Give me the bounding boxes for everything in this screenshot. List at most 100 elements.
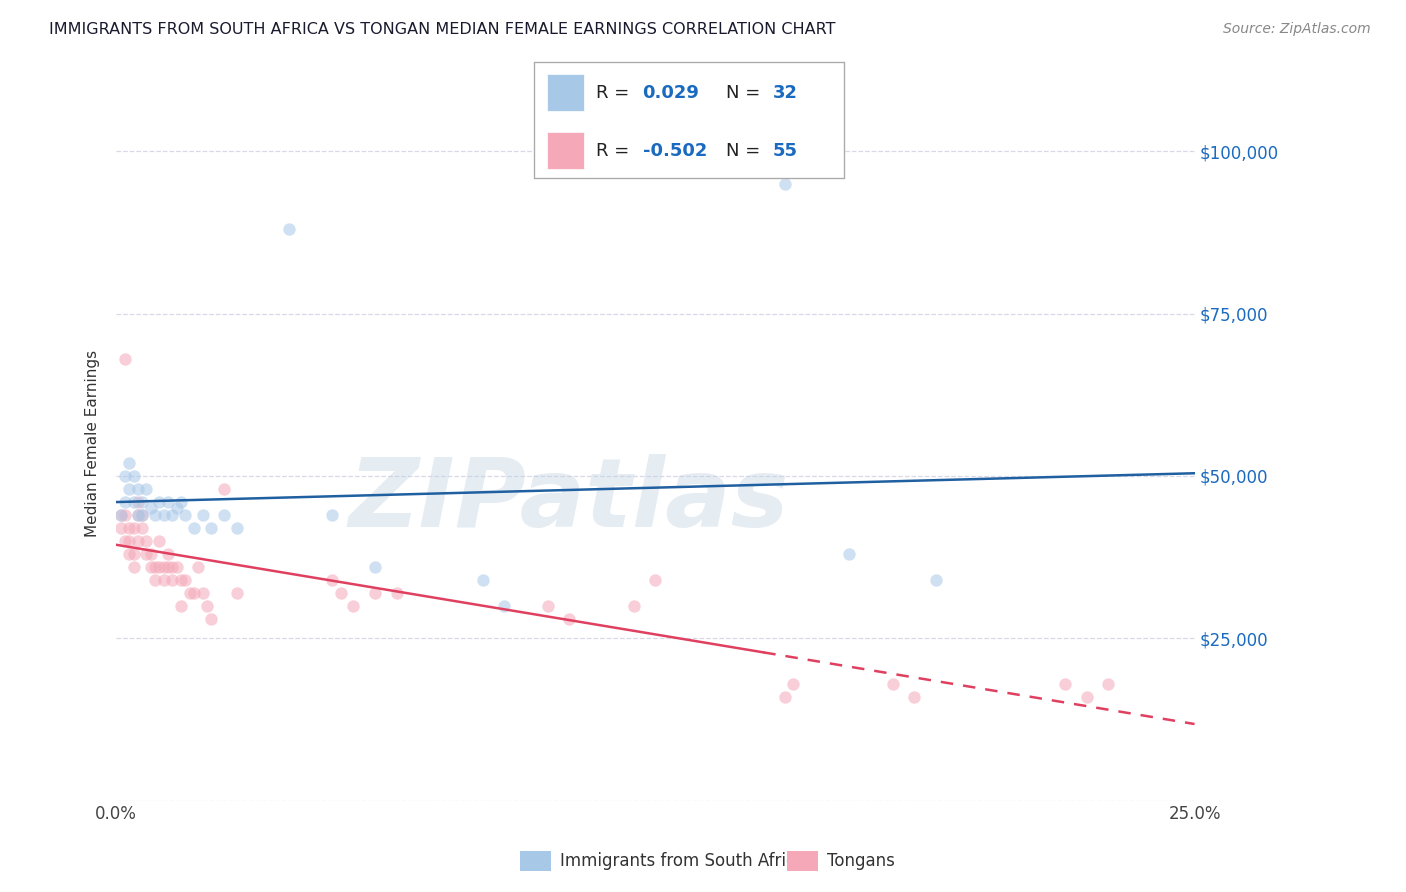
Point	[118, 521, 141, 535]
Point	[925, 573, 948, 587]
Point	[139, 501, 162, 516]
Point	[1076, 690, 1098, 704]
Point	[118, 456, 141, 470]
Point	[152, 573, 174, 587]
Point	[179, 586, 201, 600]
Point	[321, 573, 343, 587]
Bar	[547, 132, 583, 169]
Point	[166, 559, 188, 574]
Text: N =: N =	[725, 84, 761, 102]
Point	[114, 495, 136, 509]
Point	[127, 533, 149, 548]
Point	[110, 521, 132, 535]
Point	[135, 482, 157, 496]
Point	[118, 482, 141, 496]
Text: 32: 32	[772, 84, 797, 102]
Text: R =: R =	[596, 84, 630, 102]
Text: R =: R =	[596, 142, 630, 160]
Point	[200, 521, 222, 535]
Point	[127, 508, 149, 522]
Point	[139, 547, 162, 561]
Point	[143, 573, 166, 587]
Point	[131, 508, 153, 522]
Point	[122, 547, 145, 561]
Point	[122, 469, 145, 483]
Point	[773, 177, 796, 191]
Point	[135, 533, 157, 548]
Text: 55: 55	[772, 142, 797, 160]
Point	[174, 573, 197, 587]
Text: 0.029: 0.029	[643, 84, 699, 102]
Point	[536, 599, 558, 613]
Point	[364, 559, 387, 574]
Point	[157, 495, 180, 509]
Point	[342, 599, 364, 613]
Point	[110, 508, 132, 522]
Point	[152, 559, 174, 574]
Point	[162, 559, 184, 574]
Point	[162, 573, 184, 587]
Text: Immigrants from South Africa: Immigrants from South Africa	[560, 852, 804, 870]
Point	[1054, 677, 1077, 691]
Point	[162, 508, 184, 522]
Point	[166, 501, 188, 516]
Point	[114, 508, 136, 522]
Point	[157, 547, 180, 561]
Text: IMMIGRANTS FROM SOUTH AFRICA VS TONGAN MEDIAN FEMALE EARNINGS CORRELATION CHART: IMMIGRANTS FROM SOUTH AFRICA VS TONGAN M…	[49, 22, 835, 37]
Point	[183, 586, 205, 600]
Point	[226, 586, 249, 600]
Point	[212, 508, 235, 522]
Text: N =: N =	[725, 142, 761, 160]
Point	[143, 559, 166, 574]
Point	[1097, 677, 1119, 691]
Point	[127, 482, 149, 496]
Point	[191, 508, 214, 522]
Point	[623, 599, 645, 613]
Point	[195, 599, 218, 613]
Text: -0.502: -0.502	[643, 142, 707, 160]
Point	[131, 508, 153, 522]
Point	[170, 599, 193, 613]
Point	[838, 547, 860, 561]
Point	[170, 495, 193, 509]
Point	[131, 495, 153, 509]
Bar	[547, 74, 583, 112]
Point	[187, 559, 209, 574]
Point	[882, 677, 904, 691]
Text: Source: ZipAtlas.com: Source: ZipAtlas.com	[1223, 22, 1371, 37]
Point	[122, 495, 145, 509]
Point	[903, 690, 925, 704]
Point	[277, 222, 299, 236]
Point	[139, 559, 162, 574]
Point	[364, 586, 387, 600]
Point	[183, 521, 205, 535]
Point	[226, 521, 249, 535]
Point	[148, 559, 170, 574]
Point	[191, 586, 214, 600]
Text: ZIPatlas: ZIPatlas	[349, 454, 789, 547]
Point	[170, 573, 193, 587]
Point	[118, 533, 141, 548]
Point	[321, 508, 343, 522]
Point	[122, 521, 145, 535]
Point	[329, 586, 352, 600]
Point	[114, 533, 136, 548]
Point	[148, 533, 170, 548]
Point	[118, 547, 141, 561]
Point	[200, 612, 222, 626]
Point	[773, 690, 796, 704]
Point	[114, 469, 136, 483]
Point	[135, 547, 157, 561]
Point	[385, 586, 408, 600]
Point	[212, 482, 235, 496]
Point	[782, 677, 804, 691]
Point	[471, 573, 494, 587]
Text: Tongans: Tongans	[827, 852, 894, 870]
Point	[110, 508, 132, 522]
Point	[157, 559, 180, 574]
Point	[127, 495, 149, 509]
Point	[174, 508, 197, 522]
Point	[114, 352, 136, 367]
Point	[558, 612, 581, 626]
Point	[143, 508, 166, 522]
